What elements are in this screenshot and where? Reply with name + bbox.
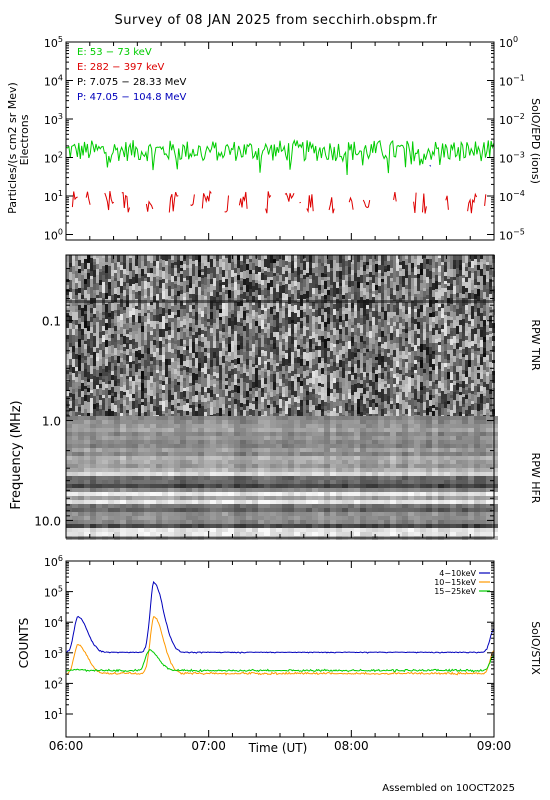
rpw-tnr-label: RPW TNR — [529, 319, 542, 371]
epd-red-segment — [484, 194, 487, 206]
rpw-tick-label: 1.0 — [42, 415, 61, 429]
x-tick-label: 08:00 — [334, 739, 369, 753]
epd-red-segment — [306, 194, 314, 214]
epd-right-label: SolO/EPD (ions) — [529, 98, 542, 184]
epd-red-segment — [168, 191, 179, 213]
epd-red-segment — [201, 190, 212, 209]
epd-red-segment — [104, 191, 115, 211]
epd-left-tick-label: 104 — [44, 74, 63, 89]
rpw-hfr-label: RPW HFR — [529, 453, 542, 504]
stix-tick-label: 101 — [44, 707, 63, 722]
stix-frame — [65, 560, 495, 738]
stix-tick-label: 104 — [44, 615, 63, 630]
epd-panel: 105 104 103 102 101 100 100 10−1 10−2 10−3 10−4 10−… — [6, 35, 542, 243]
stix-tick-label: 106 — [44, 554, 63, 569]
epd-red-segment — [190, 194, 195, 207]
stix-tick-label: 103 — [44, 646, 63, 661]
rpw-tick-label: 10.0 — [34, 514, 61, 528]
epd-red-segment — [445, 195, 449, 210]
epd-red-segment — [238, 191, 248, 209]
stix-right-label: SolO/STIX — [529, 621, 542, 675]
epd-left-tick-label: 102 — [44, 151, 63, 166]
epd-left-tick-label: 103 — [44, 112, 63, 127]
epd-legend-entry: E: 53 − 73 keV — [77, 47, 152, 58]
epd-left-tick-label: 100 — [44, 228, 63, 243]
epd-left-tick-label: 105 — [44, 35, 63, 50]
stix-legend-label: 15−25keV — [434, 587, 476, 596]
x-tick-label: 09:00 — [477, 739, 512, 753]
epd-red-segment — [121, 192, 130, 213]
epd-red-segment — [413, 192, 417, 214]
epd-right-tick-label: 10−1 — [499, 74, 525, 89]
epd-series-e282-397 — [71, 190, 487, 214]
stix-series-10-15kev — [66, 616, 494, 676]
stix-panel: 106 105 104 103 102 101 4−10keV10−15keV15−25k… — [17, 554, 542, 738]
x-axis-label: Time (UT) — [248, 741, 308, 755]
x-tick-label: 07:00 — [191, 739, 226, 753]
epd-right-tick-label: 10−2 — [499, 112, 525, 127]
epd-legend-entry: P: 7.075 − 28.33 MeV — [77, 77, 187, 88]
stix-tick-label: 105 — [44, 585, 63, 600]
epd-red-segment — [422, 193, 427, 214]
rpw-tnr-band — [66, 300, 494, 303]
epd-red-segment — [393, 192, 397, 202]
epd-red-segment — [467, 192, 478, 214]
epd-red-segment — [348, 196, 354, 210]
stix-ylabel: COUNTS — [17, 618, 31, 669]
rpw-tnr-spectrogram — [66, 255, 495, 416]
epd-right-tick-label: 10−4 — [499, 189, 525, 204]
epd-red-segment — [362, 199, 371, 209]
rpw-tick-label: 0.1 — [42, 315, 61, 329]
x-tick-label: 06:00 — [49, 739, 84, 753]
x-axis: 06:00 07:00 08:00 09:00 — [49, 42, 512, 753]
epd-red-segment — [71, 191, 78, 208]
epd-right-tick-label: 100 — [499, 35, 518, 50]
stix-legend-label: 4−10keV — [439, 569, 476, 578]
epd-right-tick-label: 10−5 — [499, 228, 525, 243]
epd-red-segment — [328, 197, 335, 214]
epd-series-p47-104 — [429, 164, 432, 167]
rpw-ylabel: Frequency (MHz) — [9, 400, 24, 509]
epd-red-segment — [145, 200, 154, 212]
epd-series-e53-73 — [66, 139, 494, 176]
epd-ylabel-1: Particles/(s cm2 sr Mev) — [6, 82, 19, 214]
epd-red-segment — [224, 195, 229, 213]
epd-red-segment — [265, 191, 272, 214]
stix-tick-label: 102 — [44, 676, 63, 691]
rpw-hfr-spectrogram — [66, 416, 498, 540]
epd-red-segment — [284, 192, 295, 202]
epd-left-tick-label: 101 — [44, 189, 63, 204]
epd-legend-entry: P: 47.05 − 104.8 MeV — [77, 92, 187, 103]
stix-legend-label: 10−15keV — [434, 578, 476, 587]
epd-red-segment — [85, 191, 91, 205]
epd-right-tick-label: 10−3 — [499, 151, 525, 166]
epd-ylabel-2: Electrons — [18, 114, 31, 165]
stix-series-4-10kev — [66, 580, 494, 654]
chart-title: Survey of 08 JAN 2025 from secchirh.obsp… — [115, 13, 438, 28]
footer-assembled: Assembled on 10OCT2025 — [382, 783, 515, 794]
epd-legend-entry: E: 282 − 397 keV — [77, 62, 165, 73]
rpw-panel: 0.1 1.0 10.0 Frequency (MHz) RPW TNR RPW H… — [9, 254, 542, 540]
stix-series-15-25kev — [66, 649, 494, 673]
